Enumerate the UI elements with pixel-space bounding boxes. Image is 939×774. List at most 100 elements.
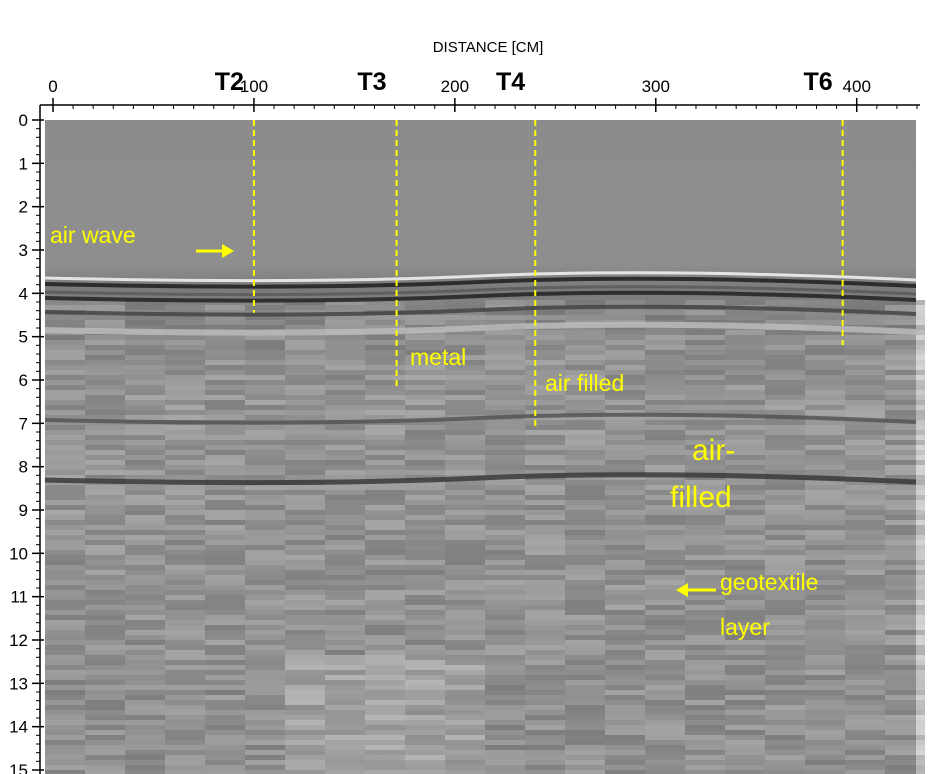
texture-cell: [765, 515, 805, 520]
texture-cell: [445, 370, 485, 375]
texture-cell: [325, 440, 365, 445]
texture-cell: [485, 495, 525, 500]
texture-cell: [365, 390, 405, 395]
texture-cell: [605, 565, 645, 570]
texture-cell: [765, 480, 805, 485]
texture-cell: [165, 485, 205, 490]
texture-cell: [205, 470, 245, 475]
texture-cell: [365, 745, 405, 750]
texture-cell: [605, 750, 645, 755]
texture-cell: [845, 720, 885, 725]
texture-cell: [245, 565, 285, 570]
texture-cell: [165, 345, 205, 350]
texture-cell: [125, 650, 165, 655]
texture-cell: [365, 445, 405, 450]
texture-cell: [525, 395, 565, 400]
texture-cell: [445, 680, 485, 685]
texture-cell: [685, 655, 725, 660]
texture-cell: [85, 325, 125, 330]
texture-cell: [605, 455, 645, 460]
texture-cell: [365, 570, 405, 575]
texture-cell: [205, 730, 245, 735]
texture-cell: [445, 515, 485, 520]
texture-cell: [245, 345, 285, 350]
texture-cell: [285, 380, 325, 385]
texture-cell: [365, 605, 405, 610]
texture-cell: [365, 395, 405, 400]
texture-cell: [125, 470, 165, 475]
texture-cell: [325, 335, 365, 340]
texture-cell: [165, 445, 205, 450]
texture-cell: [405, 665, 445, 670]
texture-cell: [405, 450, 445, 455]
texture-cell: [85, 345, 125, 350]
texture-cell: [565, 330, 605, 335]
texture-cell: [165, 505, 205, 510]
texture-cell: [845, 300, 885, 305]
texture-cell: [525, 650, 565, 655]
texture-cell: [605, 630, 645, 635]
texture-cell: [405, 445, 445, 450]
texture-cell: [885, 465, 925, 470]
texture-cell: [365, 565, 405, 570]
texture-cell: [325, 315, 365, 320]
texture-cell: [525, 385, 565, 390]
texture-cell: [405, 740, 445, 745]
texture-cell: [485, 575, 525, 580]
texture-cell: [285, 535, 325, 540]
texture-cell: [645, 445, 685, 450]
texture-cell: [285, 550, 325, 555]
texture-cell: [725, 480, 765, 485]
texture-cell: [685, 675, 725, 680]
texture-cell: [525, 405, 565, 410]
texture-cell: [245, 525, 285, 530]
texture-cell: [805, 610, 845, 615]
texture-cell: [325, 450, 365, 455]
texture-cell: [565, 665, 605, 670]
texture-cell: [245, 390, 285, 395]
texture-cell: [405, 715, 445, 720]
texture-cell: [485, 655, 525, 660]
texture-cell: [765, 360, 805, 365]
texture-cell: [565, 695, 605, 700]
texture-cell: [125, 315, 165, 320]
texture-cell: [205, 615, 245, 620]
texture-cell: [725, 750, 765, 755]
texture-cell: [765, 705, 805, 710]
texture-cell: [45, 575, 85, 580]
texture-cell: [285, 440, 325, 445]
texture-cell: [565, 590, 605, 595]
texture-cell: [325, 345, 365, 350]
texture-cell: [685, 580, 725, 585]
texture-cell: [245, 415, 285, 420]
texture-cell: [365, 530, 405, 535]
texture-cell: [285, 720, 325, 725]
texture-cell: [885, 355, 925, 360]
texture-cell: [845, 765, 885, 770]
texture-cell: [165, 525, 205, 530]
texture-cell: [605, 520, 645, 525]
texture-cell: [125, 455, 165, 460]
texture-cell: [805, 460, 845, 465]
texture-cell: [765, 485, 805, 490]
texture-cell: [725, 740, 765, 745]
texture-cell: [525, 700, 565, 705]
texture-cell: [245, 370, 285, 375]
texture-cell: [645, 310, 685, 315]
texture-cell: [765, 335, 805, 340]
texture-cell: [845, 485, 885, 490]
texture-cell: [245, 685, 285, 690]
texture-cell: [565, 700, 605, 705]
texture-cell: [565, 510, 605, 515]
texture-cell: [165, 610, 205, 615]
texture-cell: [285, 625, 325, 630]
texture-cell: [245, 765, 285, 770]
texture-cell: [645, 705, 685, 710]
texture-cell: [605, 610, 645, 615]
texture-cell: [565, 685, 605, 690]
texture-cell: [565, 745, 605, 750]
texture-cell: [765, 685, 805, 690]
texture-cell: [85, 685, 125, 690]
texture-cell: [805, 550, 845, 555]
reflection-band: [44, 412, 917, 425]
